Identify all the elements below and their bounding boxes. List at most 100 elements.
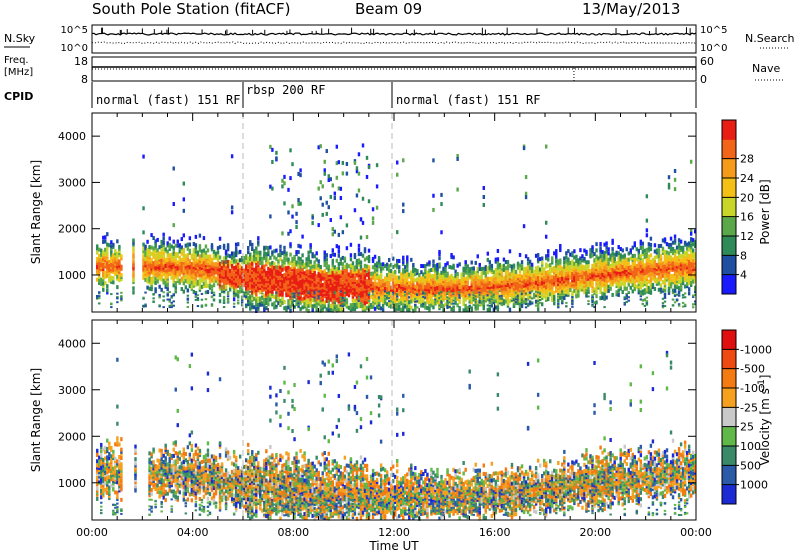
data-cell — [647, 256, 651, 261]
data-cell — [452, 299, 455, 302]
data-cell — [589, 252, 592, 257]
data-cell — [540, 293, 544, 298]
data-cell — [514, 280, 518, 285]
data-cell — [110, 261, 113, 266]
data-cell — [530, 281, 534, 286]
data-cell — [555, 251, 558, 256]
data-cell — [297, 294, 300, 297]
data-cell — [555, 249, 558, 254]
data-cell — [361, 299, 365, 304]
data-cell — [210, 270, 214, 275]
data-cell — [641, 272, 645, 277]
data-cell — [595, 262, 598, 267]
data-cell — [454, 286, 457, 291]
data-cell — [325, 282, 328, 287]
data-cell — [476, 254, 479, 259]
data-cell — [188, 265, 192, 270]
data-cell — [243, 272, 246, 277]
data-cell — [168, 271, 171, 276]
data-cell — [444, 302, 447, 307]
data-cell — [142, 273, 145, 278]
data-cell — [295, 302, 298, 307]
data-cell — [263, 302, 266, 307]
data-cell — [317, 223, 320, 228]
data-cell — [307, 261, 310, 266]
data-cell — [412, 285, 415, 290]
data-cell — [446, 261, 449, 266]
data-cell — [301, 284, 304, 289]
data-cell — [271, 302, 274, 307]
data-cell — [269, 184, 272, 189]
data-cell — [442, 285, 445, 290]
data-cell — [371, 288, 375, 293]
data-cell — [589, 273, 592, 278]
data-cell — [424, 276, 427, 281]
data-cell — [490, 284, 494, 289]
data-cell — [387, 276, 391, 281]
data-cell — [603, 286, 606, 291]
data-cell — [367, 271, 371, 276]
data-cell — [210, 278, 214, 283]
data-cell — [480, 289, 483, 294]
data-cell — [611, 240, 614, 245]
data-cell — [639, 241, 643, 246]
data-cell — [343, 269, 347, 274]
data-cell — [317, 297, 320, 300]
data-cell — [182, 233, 186, 238]
data-cell — [504, 260, 508, 265]
data-cell — [152, 297, 155, 300]
data-cell — [631, 289, 634, 294]
data-cell — [649, 276, 653, 281]
data-cell — [375, 284, 379, 289]
data-cell — [230, 276, 234, 281]
data-cell — [317, 295, 320, 298]
data-cell — [245, 291, 248, 294]
data-cell — [534, 276, 538, 281]
data-cell — [208, 273, 212, 278]
data-cell — [363, 276, 367, 281]
data-cell — [279, 282, 282, 287]
data-cell — [319, 289, 322, 294]
data-cell — [482, 300, 485, 305]
data-cell — [381, 291, 385, 296]
data-cell — [273, 272, 276, 277]
data-cell — [605, 283, 608, 288]
data-cell — [255, 306, 258, 311]
data-cell — [593, 266, 596, 271]
data-cell — [257, 296, 260, 301]
data-cell — [516, 298, 520, 301]
data-cell — [381, 278, 385, 283]
data-cell — [520, 260, 524, 265]
data-cell — [470, 285, 473, 290]
data-cell — [154, 256, 157, 261]
data-cell — [259, 279, 262, 284]
data-cell — [371, 271, 375, 276]
data-cell — [327, 304, 330, 309]
data-cell — [186, 263, 190, 268]
data-cell — [571, 290, 574, 295]
data-cell — [452, 263, 455, 268]
data-cell — [297, 281, 300, 286]
data-cell — [162, 295, 165, 298]
data-cell — [426, 276, 429, 281]
data-cell — [110, 306, 113, 309]
data-cell — [162, 272, 165, 277]
data-cell — [222, 281, 226, 286]
data-cell — [557, 286, 560, 291]
data-cell — [486, 276, 490, 281]
data-cell — [337, 291, 341, 296]
data-cell — [538, 298, 542, 301]
data-cell — [391, 291, 395, 294]
data-cell — [353, 286, 357, 291]
data-cell — [269, 272, 272, 277]
data-cell — [192, 254, 196, 259]
data-cell — [589, 279, 592, 284]
data-cell — [323, 300, 326, 305]
data-cell — [545, 285, 548, 290]
data-cell — [456, 187, 459, 192]
data-cell — [545, 270, 548, 275]
data-cell — [637, 286, 641, 291]
data-cell — [112, 265, 115, 270]
data-cell — [347, 280, 351, 285]
data-cell — [540, 277, 544, 282]
